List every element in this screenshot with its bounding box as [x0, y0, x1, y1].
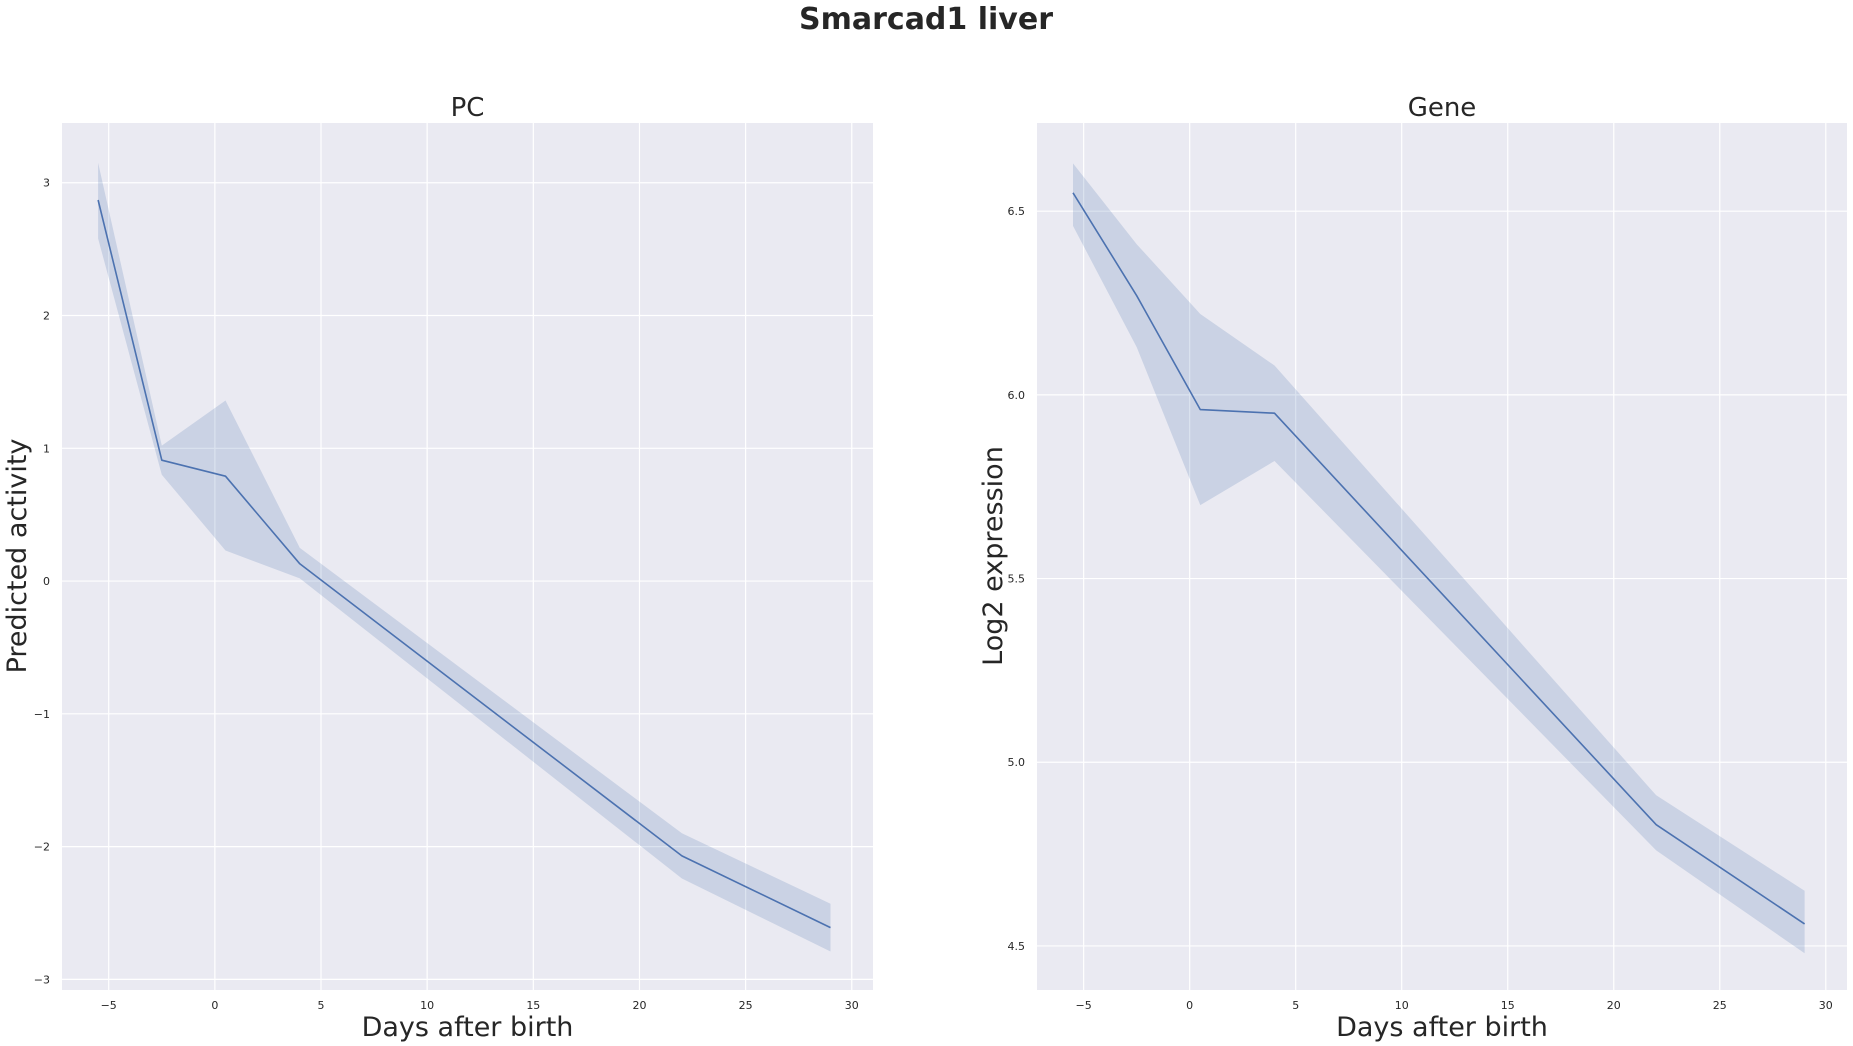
- pc-series-line: [97, 199, 831, 929]
- x-tick-label: 15: [1501, 999, 1515, 1012]
- x-tick-label: 0: [211, 999, 218, 1012]
- gene-plot-area: [1037, 123, 1847, 990]
- pc-chart-title: PC: [451, 93, 485, 123]
- pc-x-axis-label: Days after birth: [362, 1012, 574, 1043]
- x-tick-label: 15: [526, 999, 540, 1012]
- x-tick-label: 20: [1607, 999, 1621, 1012]
- pc-grid: [62, 123, 873, 990]
- gene-y-axis-label: Log2 expression: [978, 446, 1009, 666]
- x-tick-label: 25: [739, 999, 753, 1012]
- x-tick-label: 30: [1819, 999, 1833, 1012]
- x-tick-label: −5: [1076, 999, 1092, 1012]
- x-tick-label: 25: [1713, 999, 1727, 1012]
- y-tick-label: 4.5: [1008, 940, 1026, 953]
- x-tick-label: 5: [318, 999, 325, 1012]
- y-tick-label: 3: [43, 177, 50, 190]
- y-tick-label: 0: [43, 575, 50, 588]
- figure-title: Smarcad1 liver: [799, 2, 1053, 37]
- y-tick-label: 6.0: [1008, 389, 1026, 402]
- x-tick-label: −5: [101, 999, 117, 1012]
- gene-chart-title: Gene: [1408, 93, 1477, 123]
- pc-confidence-band: [98, 162, 831, 952]
- x-tick-label: 10: [1395, 999, 1409, 1012]
- y-tick-label: −2: [34, 841, 50, 854]
- x-tick-label: 5: [1292, 999, 1299, 1012]
- y-tick-label: 1: [43, 442, 50, 455]
- chart-gene: −5 0 5 10 15 20 25 30 4.5 5.0 5.5 6.0 6.5 Gene Days…: [978, 93, 1847, 1043]
- pc-x-ticks: −5 0 5 10 15 20 25 30: [101, 999, 859, 1012]
- y-tick-label: 6.5: [1008, 205, 1026, 218]
- gene-x-ticks: −5 0 5 10 15 20 25 30: [1076, 999, 1833, 1012]
- x-tick-label: 20: [632, 999, 646, 1012]
- gene-y-ticks: 4.5 5.0 5.5 6.0 6.5: [1008, 205, 1026, 953]
- pc-y-ticks: −3 −2 −1 0 1 2 3: [34, 177, 50, 987]
- y-tick-label: −1: [34, 708, 50, 721]
- y-tick-label: −3: [34, 973, 50, 986]
- x-tick-label: 0: [1186, 999, 1193, 1012]
- y-tick-label: 2: [43, 310, 50, 323]
- gene-grid: [1037, 123, 1847, 990]
- x-tick-label: 30: [845, 999, 859, 1012]
- gene-x-axis-label: Days after birth: [1336, 1012, 1548, 1043]
- gene-series-line: [1072, 192, 1806, 925]
- pc-y-axis-label: Predicted activity: [2, 439, 33, 674]
- y-tick-label: 5.0: [1008, 756, 1026, 769]
- gene-confidence-band: [1073, 163, 1805, 954]
- chart-pc: −5 0 5 10 15 20 25 30 −3 −2 −1 0 1 2 3 PC Days after …: [2, 93, 873, 1043]
- y-tick-label: 5.5: [1008, 573, 1026, 586]
- pc-plot-area: [62, 123, 873, 990]
- x-tick-label: 10: [420, 999, 434, 1012]
